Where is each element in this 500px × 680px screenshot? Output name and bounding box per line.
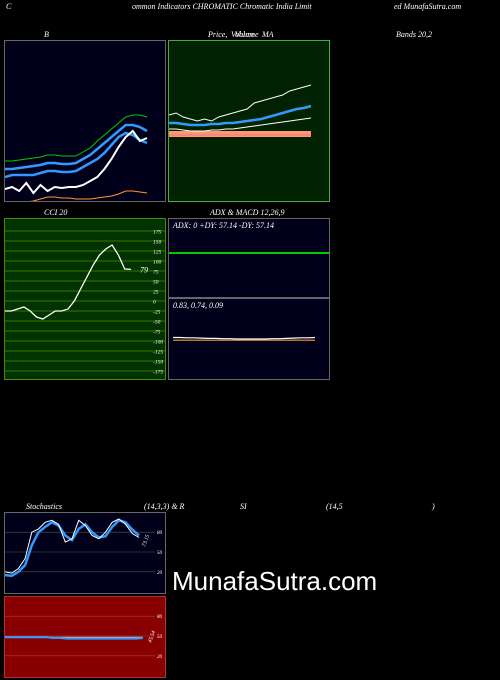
rsi-params: (14,5 (326, 502, 343, 511)
rsi-close: ) (432, 502, 435, 511)
macd-chart (173, 336, 316, 341)
header-left: C (6, 2, 12, 11)
stoch-panel: 80 50 20 73.15 (4, 512, 166, 594)
price-panel (168, 40, 330, 202)
bollinger-panel (4, 40, 166, 202)
cci-tick-label: -75 (153, 330, 161, 336)
adx-macd-title: ADX & MACD 12,26,9 (210, 208, 285, 217)
boll-ma-blue-line (5, 123, 148, 171)
macd-readout: 0.83, 0.74, 0.09 (173, 301, 223, 310)
macd-panel: 0.83, 0.74, 0.09 (168, 298, 330, 380)
price-title-c: Volume (235, 30, 259, 39)
cci-tick-label: -150 (153, 360, 163, 366)
boll-band-blue-line (5, 131, 148, 179)
rsi-panel: 80 50 20 45.54 (4, 596, 166, 678)
cci-tick-label: -125 (153, 350, 163, 356)
stoch-d-line (5, 518, 140, 578)
bollinger-chart (5, 114, 148, 201)
stoch-tick-label: 50 (157, 551, 163, 556)
cci-tick-label: 100 (153, 260, 162, 266)
price-ma-blue-line (169, 104, 312, 127)
price-title-a: Price, (208, 30, 228, 39)
cci-panel: 175 150 125 100 75 50 25 0 -25 -50 -75 -100 -125 -150… (4, 218, 166, 380)
stoch-params: (14,3,3) & R (144, 502, 185, 511)
volume-band (169, 131, 311, 137)
cci-title: CCI 20 (44, 208, 68, 217)
cci-tick-label: 125 (153, 250, 162, 256)
rsi-chart: 80 50 20 45.54 (5, 615, 163, 660)
cci-tick-label: -100 (153, 340, 163, 346)
cci-tick-label: 75 (153, 270, 159, 276)
cci-line (5, 244, 132, 320)
stoch-chart: 80 50 20 73.15 (5, 518, 163, 578)
cci-chart: 175 150 125 100 75 50 25 0 -25 -50 -75 -100 -125 -150… (5, 230, 165, 376)
cci-tick-label: -50 (153, 320, 161, 326)
boll-lower-orange-line (29, 190, 148, 201)
cci-tick-label: 150 (153, 240, 162, 246)
price-line (169, 84, 312, 122)
price-title-d: MA (262, 30, 274, 39)
watermark: MunafaSutra.com (172, 566, 378, 596)
cci-tick-label: 0 (153, 300, 156, 306)
price-title-b: Volume (231, 30, 255, 39)
rsi-line (5, 636, 144, 640)
boll-price-line (5, 129, 148, 195)
adx-readout: ADX: 0 +DY: 57.14 -DY: 57.14 (173, 221, 275, 230)
header-site: ed MunafaSutra.com (394, 2, 462, 11)
price-chart (169, 84, 312, 137)
cci-tick-label: 25 (153, 290, 159, 296)
header-title: ommon Indicators CHROMATIC Chromatic Ind… (132, 2, 312, 11)
stoch-tick-label: 80 (157, 531, 163, 536)
rsi-last-value: 45.54 (146, 629, 157, 643)
stoch-tick-label: 20 (157, 571, 163, 576)
cci-last-value: 79 (140, 265, 148, 274)
stoch-title: Stochastics (26, 502, 62, 511)
stoch-k-line (5, 518, 140, 574)
macd-line (173, 336, 316, 340)
cci-tick-label: 175 (153, 230, 162, 236)
rsi-tick-label: 20 (157, 655, 163, 660)
cci-tick-label: -175 (153, 370, 163, 376)
boll-upper-green-line (5, 114, 148, 162)
rsi-title: SI (240, 502, 247, 511)
adx-panel: ADX: 0 +DY: 57.14 -DY: 57.14 (168, 218, 330, 298)
adx-chart (169, 252, 329, 254)
price-ma-line (169, 117, 312, 132)
bollinger-title: B (44, 30, 49, 39)
cci-tick-label: 50 (153, 280, 159, 286)
rsi-tick-label: 80 (157, 615, 163, 620)
stoch-last-value: 73.15 (141, 534, 151, 548)
cci-tick-label: -25 (153, 310, 161, 316)
bands-title: Bands 20,2 (396, 30, 432, 39)
rsi-tick-label: 50 (157, 635, 163, 640)
